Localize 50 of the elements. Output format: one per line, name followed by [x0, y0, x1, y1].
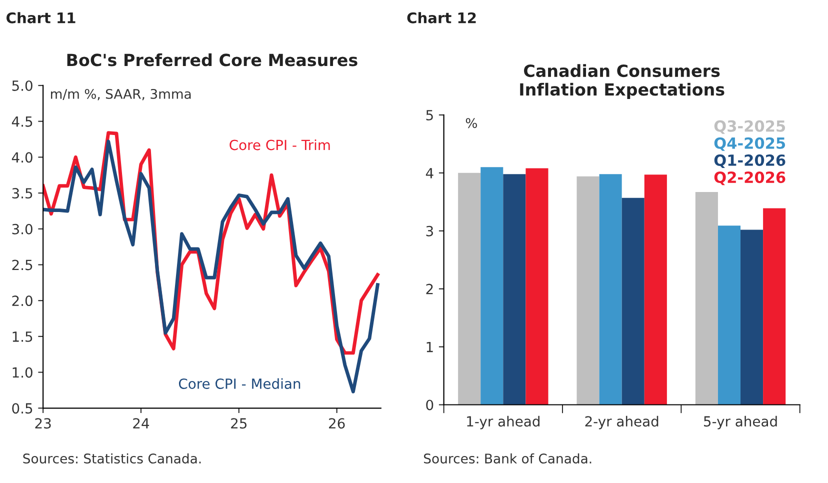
y-tick-label: 4.0: [12, 152, 32, 163]
x-tick-label: 26: [328, 418, 345, 429]
y-tick-label: 3: [426, 226, 433, 236]
y-axis-title: m/m %, SAAR, 3mma: [51, 88, 191, 100]
y-tick-label: 0: [426, 400, 434, 410]
y-tick-label: 4: [426, 168, 434, 178]
x-tick-label: 23: [35, 418, 51, 429]
text: Q4-2025: [714, 137, 786, 151]
bar: [503, 174, 526, 405]
y-tick-label: 3.0: [12, 224, 32, 234]
y-tick-label: 2.0: [12, 296, 32, 306]
chart-title: Canadian Consumers Inflation Expectations: [520, 64, 724, 99]
y-tick-label: 5.0: [12, 80, 32, 91]
y-tick-label: 2.5: [12, 260, 32, 270]
source-note: Sources: Bank of Canada.: [424, 453, 592, 464]
bar: [458, 172, 481, 405]
x-tick-label: 1-yr ahead: [467, 416, 540, 430]
y-tick-label: 3.5: [12, 188, 32, 199]
text: Core CPI - Median: [178, 378, 300, 389]
y-axis-title: %: [466, 118, 477, 128]
text: Core CPI - Trim: [230, 139, 330, 150]
bar: [480, 167, 504, 405]
y-tick-label: 2: [426, 284, 433, 294]
bar: [763, 208, 786, 405]
bar: [526, 168, 548, 405]
x-tick-label: 5-yr ahead: [704, 416, 777, 430]
text: Q3-2025: [714, 120, 786, 134]
y-tick-label: 4.5: [12, 116, 32, 127]
x-tick-label: 2-yr ahead: [585, 416, 658, 430]
x-tick-label: 25: [231, 418, 247, 429]
bar: [599, 174, 622, 405]
line-series: [43, 140, 380, 394]
y-tick-label: 5: [426, 110, 433, 120]
y-tick-label: 1.0: [12, 367, 32, 378]
chart-title: BoC's Preferred Core Measures: [67, 53, 358, 66]
caption: Chart 12: [407, 12, 476, 24]
bar: [740, 230, 764, 405]
caption: Chart 11: [6, 12, 76, 24]
series-label: Q2-2026: [714, 172, 786, 186]
y-tick-label: 1: [426, 342, 433, 352]
bar: [718, 226, 741, 405]
y-tick-label: 1.5: [12, 332, 32, 342]
bar: [695, 192, 718, 405]
bar: [622, 198, 644, 405]
bar: [644, 174, 667, 405]
source-note: Sources: Statistics Canada.: [23, 453, 201, 464]
y-tick-label: 0.5: [12, 403, 32, 414]
text: Q1-2026: [714, 154, 786, 168]
bar: [576, 176, 600, 405]
x-tick-label: 24: [133, 418, 150, 428]
